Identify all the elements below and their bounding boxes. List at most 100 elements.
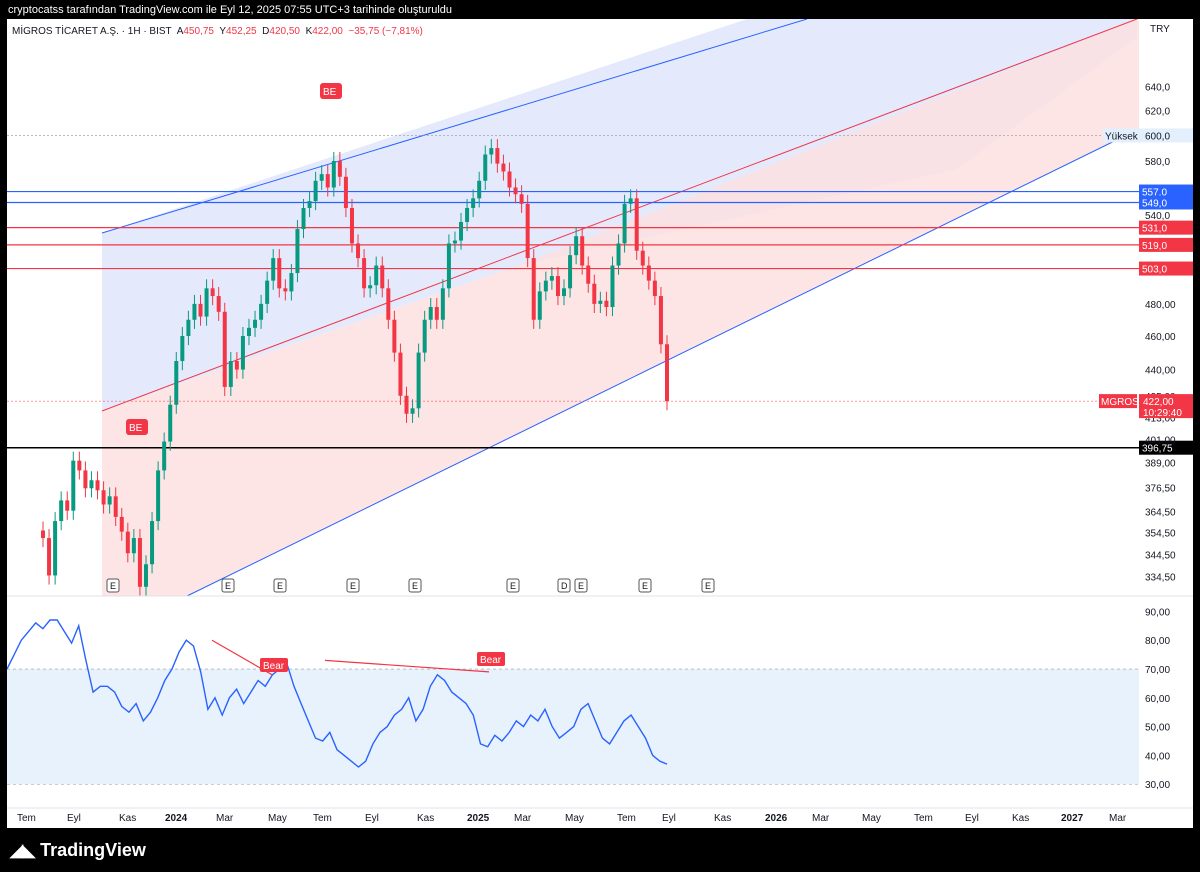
candle-body	[331, 160, 336, 188]
bear-badge-label: Bear	[263, 661, 285, 672]
candle-body	[59, 500, 64, 522]
y-tick-9: 413,00	[1145, 413, 1176, 424]
candle-body	[53, 521, 58, 576]
candle-body	[265, 280, 270, 304]
candle-body	[665, 344, 669, 402]
candle-body	[319, 174, 324, 181]
y-tick-3: 580,0	[1145, 157, 1170, 168]
event-marker-label: E	[412, 581, 418, 591]
y-tick-11: 389,00	[1145, 459, 1176, 470]
candle-body	[150, 521, 155, 565]
candle-body	[89, 480, 94, 489]
candle-body	[71, 460, 76, 511]
candle-body	[501, 163, 506, 172]
candle-body	[246, 327, 251, 337]
candle-body	[234, 361, 239, 370]
event-marker	[221, 578, 235, 593]
rsi-line	[7, 619, 668, 768]
candle-body	[465, 207, 470, 222]
last-price-value: 422,00	[1143, 397, 1174, 408]
event-marker-label: E	[642, 581, 648, 591]
candle-body	[307, 201, 312, 208]
y-tick-7: 440,00	[1145, 366, 1176, 377]
channel-mid-line	[101, 19, 1138, 412]
legend-o-label: A	[176, 26, 184, 37]
candle-body	[368, 285, 373, 289]
event-marker	[638, 578, 652, 593]
candle-body	[537, 291, 542, 320]
event-marker	[557, 578, 571, 593]
level-label-bg-0	[1139, 184, 1193, 199]
x-tick-12: Tem	[617, 813, 636, 824]
candle-body	[495, 148, 500, 164]
candle-body	[356, 243, 361, 259]
candle-body	[325, 174, 330, 188]
x-tick-2: Kas	[119, 813, 136, 824]
candle-body	[525, 203, 530, 259]
event-marker	[701, 578, 715, 593]
candle-body	[77, 460, 82, 471]
candle-body	[592, 283, 597, 304]
y-tick-12: 376,50	[1145, 483, 1176, 494]
candle-body	[459, 221, 464, 241]
last-price-symbol-bg	[1099, 394, 1137, 409]
currency-label: TRY	[1150, 24, 1170, 35]
candle-body	[259, 303, 264, 320]
legend-symbol: MİGROS TİCARET A.Ş. · 1H · BIST	[12, 26, 172, 37]
candle-body	[440, 288, 445, 320]
be-badge-bg	[320, 83, 342, 99]
brand-name: TradingView	[40, 840, 146, 860]
event-marker	[408, 578, 422, 593]
tradingview-logo[interactable]: ◢◣ TradingView	[10, 840, 146, 861]
event-marker-label: E	[578, 581, 584, 591]
candle-body	[295, 229, 300, 274]
candle-body	[513, 187, 518, 195]
candle-body	[652, 280, 657, 297]
candle-body	[586, 265, 591, 284]
y-tick-1: 620,0	[1145, 107, 1170, 118]
candle-body	[507, 171, 512, 188]
candle-body	[337, 160, 342, 177]
candle-body	[83, 470, 88, 489]
candle-body	[313, 180, 318, 202]
candle-body	[386, 288, 391, 320]
level-label-4: 503,0	[1142, 265, 1167, 276]
last-price-bg	[1139, 394, 1193, 419]
x-tick-19: Eyl	[965, 813, 979, 824]
y-tick-5: 480,00	[1145, 300, 1176, 311]
y-tick-13: 364,50	[1145, 508, 1176, 519]
legend-high: 452,25	[226, 26, 257, 37]
candle-body	[477, 180, 482, 199]
candle-body	[404, 395, 409, 414]
candle-body	[543, 280, 548, 292]
candle-body	[392, 319, 397, 353]
legend-h-label: Y	[219, 26, 227, 37]
event-marker-label: E	[510, 581, 516, 591]
candle-body	[452, 240, 457, 244]
candle-body	[610, 265, 615, 308]
rsi-y-tick-2: 70,00	[1145, 665, 1170, 676]
x-tick-20: Kas	[1012, 813, 1029, 824]
y-tick-14: 354,50	[1145, 529, 1176, 540]
event-marker-label: E	[277, 581, 283, 591]
candle-body	[562, 288, 567, 297]
level-label-0: 557,0	[1142, 188, 1167, 199]
candle-body	[156, 470, 161, 522]
x-tick-8: Kas	[417, 813, 434, 824]
candle-body	[616, 243, 621, 266]
candle-body	[519, 194, 524, 204]
candle-body	[125, 531, 130, 554]
rsi-y-tick-4: 50,00	[1145, 723, 1170, 734]
high-marker-bg	[1103, 128, 1193, 143]
be-badge-label: BE	[323, 87, 337, 98]
x-tick-14: Kas	[714, 813, 731, 824]
symbol-legend: MİGROS TİCARET A.Ş. · 1H · BIST A450,75 …	[12, 26, 423, 37]
candle-body	[119, 516, 124, 532]
candle-body	[198, 303, 203, 317]
chart-area[interactable]: 557,0 549,0 531,0 519,0 503,0 396,75 640,0 620,…	[7, 19, 1193, 828]
bear-badge-bg	[260, 658, 288, 672]
high-marker-label: Yüksek	[1105, 131, 1139, 142]
candle-body	[253, 319, 258, 328]
